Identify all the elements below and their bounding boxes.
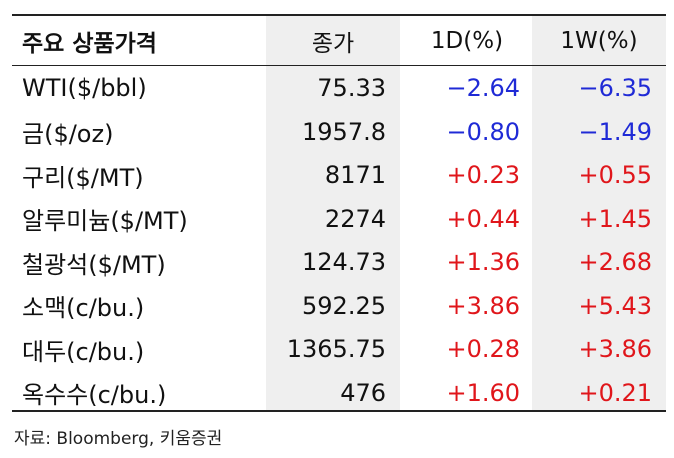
close-price: 1365.75 <box>286 335 386 363</box>
table-row: 대두(c/bu.) 1365.75 +0.28 +3.86 <box>12 327 666 371</box>
commodity-name: 구리($/MT) <box>22 163 144 192</box>
source-note: 자료: Bloomberg, 키움증권 <box>14 429 223 449</box>
commodity-name: WTI($/bbl) <box>22 74 147 102</box>
commodity-name: 철광석($/MT) <box>22 250 166 279</box>
change-1d: +0.28 <box>446 335 520 363</box>
close-price: 1957.8 <box>302 117 386 146</box>
close-price: 75.33 <box>317 74 386 102</box>
week-column-shade <box>532 14 666 412</box>
change-1d: +1.60 <box>446 378 520 407</box>
change-1w: +0.21 <box>578 378 652 407</box>
commodity-name: 금($/oz) <box>22 120 114 148</box>
close-price: 8171 <box>324 161 386 189</box>
change-1d: +1.36 <box>446 248 520 276</box>
close-price: 124.73 <box>302 248 386 276</box>
header-1w: 1W(%) <box>560 27 638 54</box>
change-1w: +2.68 <box>578 248 652 276</box>
table-row: WTI($/bbl) 75.33 −2.64 −6.35 <box>12 66 666 110</box>
table-row: 구리($/MT) 8171 +0.23 +0.55 <box>12 153 666 197</box>
table-row: 옥수수(c/bu.) 476 +1.60 +0.21 <box>12 371 666 415</box>
change-1d: +0.23 <box>446 161 520 189</box>
change-1w: −1.49 <box>578 117 652 146</box>
change-1w: −6.35 <box>578 74 652 102</box>
table-row: 소맥(c/bu.) 592.25 +3.86 +5.43 <box>12 284 666 328</box>
table-row: 철광석($/MT) 124.73 +1.36 +2.68 <box>12 240 666 284</box>
change-1w: +3.86 <box>578 335 652 363</box>
change-1w: +1.45 <box>578 204 652 233</box>
close-price: 476 <box>340 378 386 407</box>
table-bottom-rule <box>12 410 666 412</box>
close-price: 592.25 <box>302 291 386 320</box>
change-1d: −2.64 <box>446 74 520 102</box>
change-1w: +5.43 <box>578 291 652 320</box>
commodity-name: 소맥(c/bu.) <box>22 294 145 322</box>
header-item: 주요 상품가격 <box>22 30 157 57</box>
change-1d: +3.86 <box>446 291 520 320</box>
commodity-name: 옥수수(c/bu.) <box>22 381 167 409</box>
change-1d: +0.44 <box>446 204 520 233</box>
header-close: 종가 <box>311 30 355 57</box>
table-row: 금($/oz) 1957.8 −0.80 −1.49 <box>12 110 666 154</box>
close-column-shade <box>266 14 400 412</box>
table-row: 알루미늄($/MT) 2274 +0.44 +1.45 <box>12 197 666 241</box>
header-1d: 1D(%) <box>430 27 504 54</box>
change-1d: −0.80 <box>446 117 520 146</box>
commodity-name: 대두(c/bu.) <box>22 337 145 366</box>
change-1w: +0.55 <box>578 161 652 189</box>
commodity-name: 알루미늄($/MT) <box>22 207 188 235</box>
table-header: 주요 상품가격 종가 1D(%) 1W(%) <box>12 14 666 66</box>
close-price: 2274 <box>324 204 386 233</box>
